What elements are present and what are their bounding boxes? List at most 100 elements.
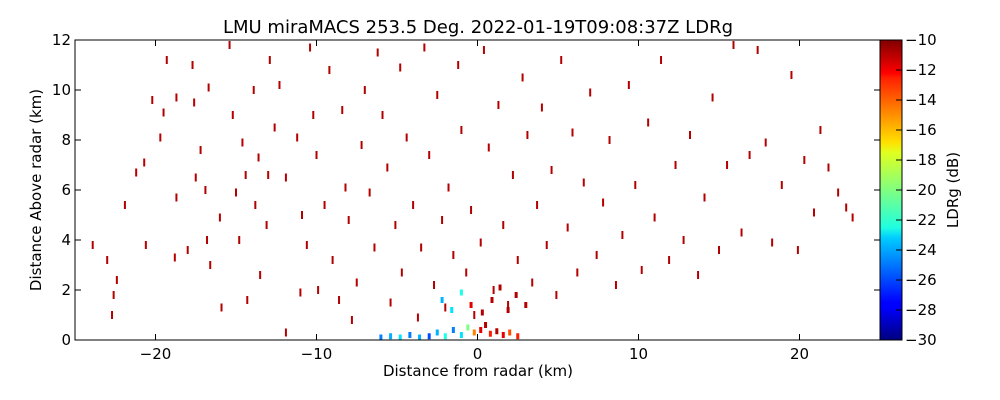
echo-cell — [408, 332, 412, 338]
clutter-streak — [151, 96, 154, 104]
clutter-streak — [220, 303, 223, 312]
clutter-streak — [173, 253, 176, 262]
echo-cell — [398, 334, 402, 341]
clutter-streak — [589, 88, 592, 97]
clutter-streak — [284, 173, 287, 182]
clutter-streak — [627, 81, 630, 89]
clutter-streak — [634, 181, 637, 189]
echo-cell — [427, 333, 431, 340]
x-axis-label: Distance from radar (km) — [383, 362, 573, 380]
clutter-streak — [268, 56, 271, 64]
echo-cell — [459, 289, 463, 296]
clutter-streak — [482, 46, 485, 54]
echo-cell — [451, 327, 455, 333]
clutter-streak — [555, 291, 558, 299]
clutter-streak — [355, 278, 358, 287]
clutter-streak — [204, 186, 207, 194]
echo-cell — [495, 328, 499, 335]
clutter-streak — [123, 201, 126, 209]
clutter-streak — [165, 56, 168, 64]
colorbar-ticks: −10 −12 −14 −16 −18 −20 −22 −24 −26 −28 −30 — [896, 31, 937, 349]
y-tick-label: 4 — [61, 231, 71, 249]
clutter-streak — [241, 138, 244, 147]
clutter-streak — [209, 261, 212, 269]
colorbar-tick-label: −14 — [905, 91, 937, 109]
clutter-streak — [231, 111, 234, 119]
clutter-streak — [756, 46, 759, 54]
clutter-streak — [452, 251, 455, 259]
echo-cell — [443, 333, 447, 340]
echo-cell — [490, 297, 494, 303]
clutter-streak — [373, 243, 376, 252]
clutter-streak — [492, 286, 495, 294]
clutter-streak — [540, 103, 543, 112]
y-axis-label: Distance Above radar (km) — [27, 89, 45, 291]
x-axis: −20 −10 0 10 20 — [140, 40, 809, 363]
clutter-streak — [653, 213, 656, 222]
clutter-streak — [837, 188, 840, 197]
clutter-streak — [740, 228, 743, 237]
clutter-streak — [405, 133, 408, 142]
x-tick-label: −20 — [140, 345, 172, 363]
echo-cell — [466, 324, 470, 331]
echo-cell — [488, 330, 492, 337]
clutter-streak — [444, 303, 447, 312]
clutter-streak — [457, 61, 460, 69]
clutter-streak — [545, 241, 548, 249]
colorbar-tick-label: −16 — [905, 121, 937, 139]
clutter-streak — [376, 48, 379, 57]
clutter-streak — [112, 291, 115, 299]
clutter-streak — [399, 63, 402, 72]
clutter-streak — [526, 131, 529, 139]
clutter-streak — [441, 216, 444, 224]
clutter-streak — [338, 296, 341, 304]
clutter-streak — [428, 151, 431, 159]
clutter-streak — [595, 251, 598, 259]
clutter-streak — [566, 223, 569, 232]
clutter-streak — [521, 73, 524, 82]
clutter-streak — [511, 171, 514, 179]
clutter-streak — [420, 243, 423, 252]
clutter-streak — [273, 123, 276, 132]
clutter-streak — [235, 188, 237, 197]
clutter-streak — [436, 91, 439, 99]
clutter-streak — [531, 278, 534, 287]
echo-cell — [524, 302, 528, 308]
colorbar-tick-label: −12 — [905, 61, 937, 79]
clutter-streak — [144, 241, 147, 249]
clutter-streak — [347, 216, 350, 224]
clutter-streak — [368, 188, 371, 197]
plot-area — [91, 41, 854, 341]
clutter-streak — [175, 93, 178, 102]
echo-cell — [484, 322, 488, 328]
x-tick-label: 10 — [629, 345, 648, 363]
clutter-streak — [257, 153, 260, 162]
clutter-streak — [536, 201, 539, 209]
clutter-streak — [560, 56, 563, 64]
colorbar-tick-label: −28 — [905, 301, 937, 319]
clutter-streak — [668, 256, 671, 264]
clutter-streak — [660, 56, 663, 64]
clutter-streak — [341, 106, 344, 114]
colorbar-label: LDRg (dB) — [944, 152, 962, 228]
clutter-streak — [143, 158, 146, 167]
clutter-streak — [323, 201, 326, 209]
clutter-streak — [682, 236, 685, 244]
clutter-streak — [465, 268, 468, 277]
clutter-streak — [732, 41, 735, 49]
y-tick-label: 0 — [61, 331, 71, 349]
clutter-streak — [845, 203, 848, 212]
echo-cell — [480, 309, 484, 316]
colorbar-tick-label: −24 — [905, 241, 937, 259]
clutter-streak — [186, 246, 189, 254]
clutter-streak — [193, 98, 196, 107]
y-tick-label: 2 — [61, 281, 71, 299]
clutter-streak — [412, 201, 415, 209]
clutter-streak — [697, 271, 700, 279]
clutter-streak — [497, 101, 500, 109]
echo-cell — [418, 334, 422, 341]
clutter-streak — [267, 171, 270, 179]
clutter-streak — [796, 246, 799, 254]
echo-cell — [440, 297, 444, 303]
